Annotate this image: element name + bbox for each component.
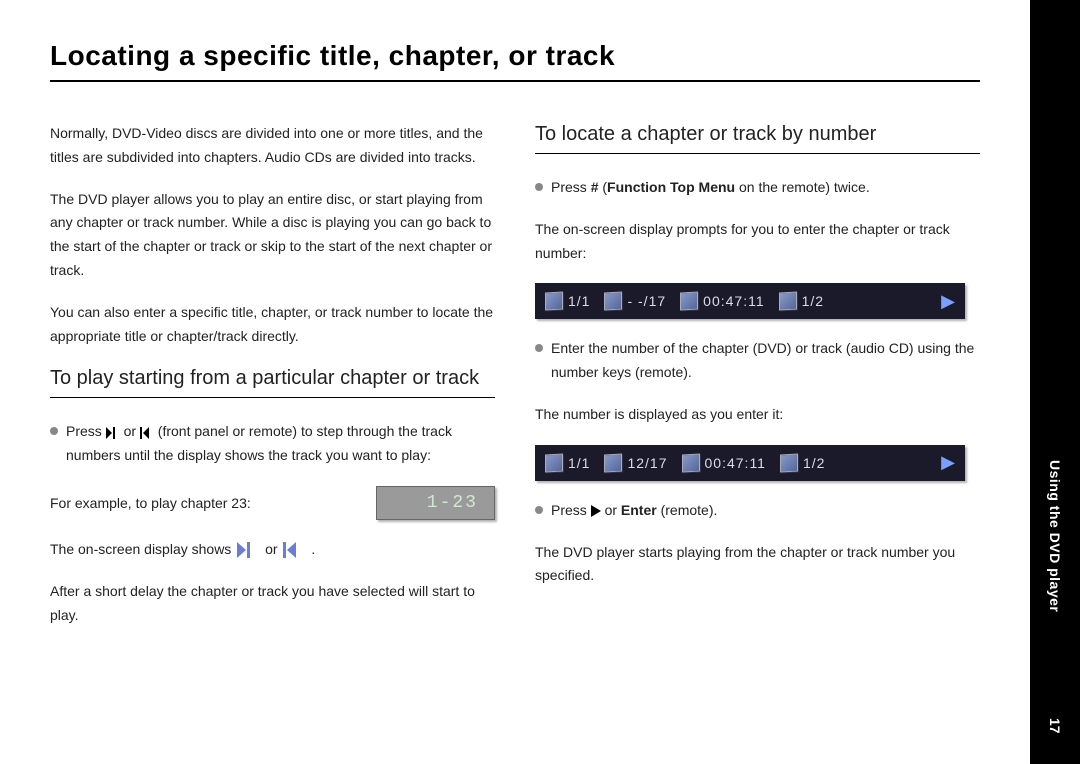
manual-page: Locating a specific title, chapter, or t… [0, 0, 1030, 764]
paragraph: You can also enter a specific title, cha… [50, 301, 495, 349]
time-cube-icon [680, 292, 698, 311]
title-cube-icon [545, 453, 563, 472]
page-number: 17 [1047, 718, 1063, 734]
content-columns: Normally, DVD-Video discs are divided in… [50, 122, 980, 645]
left-column: Normally, DVD-Video discs are divided in… [50, 122, 495, 645]
next-track-icon [106, 427, 120, 439]
side-tab: Using the DVD player 17 [1030, 0, 1080, 764]
section-subtitle: To play starting from a particular chapt… [50, 366, 495, 398]
paragraph: Normally, DVD-Video discs are divided in… [50, 122, 495, 170]
display-value: 1-23 [427, 493, 478, 513]
bullet-dot-icon [535, 344, 543, 352]
title-cube-icon [545, 292, 563, 311]
side-section-label: Using the DVD player [1047, 460, 1063, 612]
bullet-text: Press or Enter (remote). [551, 499, 980, 523]
bullet-text: Press or (front panel or remote) to step… [66, 420, 495, 468]
chapter-display: 1-23 [376, 486, 495, 520]
osd-display-1: 1/1 - -/17 00:47:11 1/2 ▶ [535, 283, 965, 319]
play-icon: ▶ [941, 452, 955, 473]
example-label: For example, to play chapter 23: [50, 495, 251, 511]
paragraph: The number is displayed as you enter it: [535, 403, 980, 427]
instruction-bullet: Press or Enter (remote). [535, 499, 980, 523]
osd-display-2: 1/1 12/17 00:47:11 1/2 ▶ [535, 445, 965, 481]
bullet-dot-icon [535, 183, 543, 191]
chapter-cube-icon [604, 292, 622, 311]
page-title: Locating a specific title, chapter, or t… [50, 40, 980, 82]
bullet-dot-icon [50, 427, 58, 435]
paragraph: The on-screen display prompts for you to… [535, 218, 980, 266]
angle-cube-icon [779, 292, 797, 311]
section-subtitle: To locate a chapter or track by number [535, 122, 980, 154]
time-cube-icon [682, 453, 700, 472]
paragraph: After a short delay the chapter or track… [50, 580, 495, 628]
paragraph: The on-screen display shows or . [50, 538, 495, 562]
prev-track-icon [140, 427, 154, 439]
paragraph: The DVD player allows you to play an ent… [50, 188, 495, 283]
play-icon: ▶ [941, 291, 955, 312]
chapter-cube-icon [604, 453, 622, 472]
bullet-dot-icon [535, 506, 543, 514]
bullet-text: Press # (Function Top Menu on the remote… [551, 176, 980, 200]
instruction-bullet: Press # (Function Top Menu on the remote… [535, 176, 980, 200]
play-triangle-icon [591, 505, 601, 517]
skip-back-icon [283, 542, 305, 558]
bullet-text: Enter the number of the chapter (DVD) or… [551, 337, 980, 385]
instruction-bullet: Press or (front panel or remote) to step… [50, 420, 495, 468]
angle-cube-icon [780, 453, 798, 472]
paragraph: The DVD player starts playing from the c… [535, 541, 980, 589]
skip-forward-icon [237, 542, 259, 558]
instruction-bullet: Enter the number of the chapter (DVD) or… [535, 337, 980, 385]
right-column: To locate a chapter or track by number P… [535, 122, 980, 645]
example-row: For example, to play chapter 23: 1-23 [50, 486, 495, 520]
